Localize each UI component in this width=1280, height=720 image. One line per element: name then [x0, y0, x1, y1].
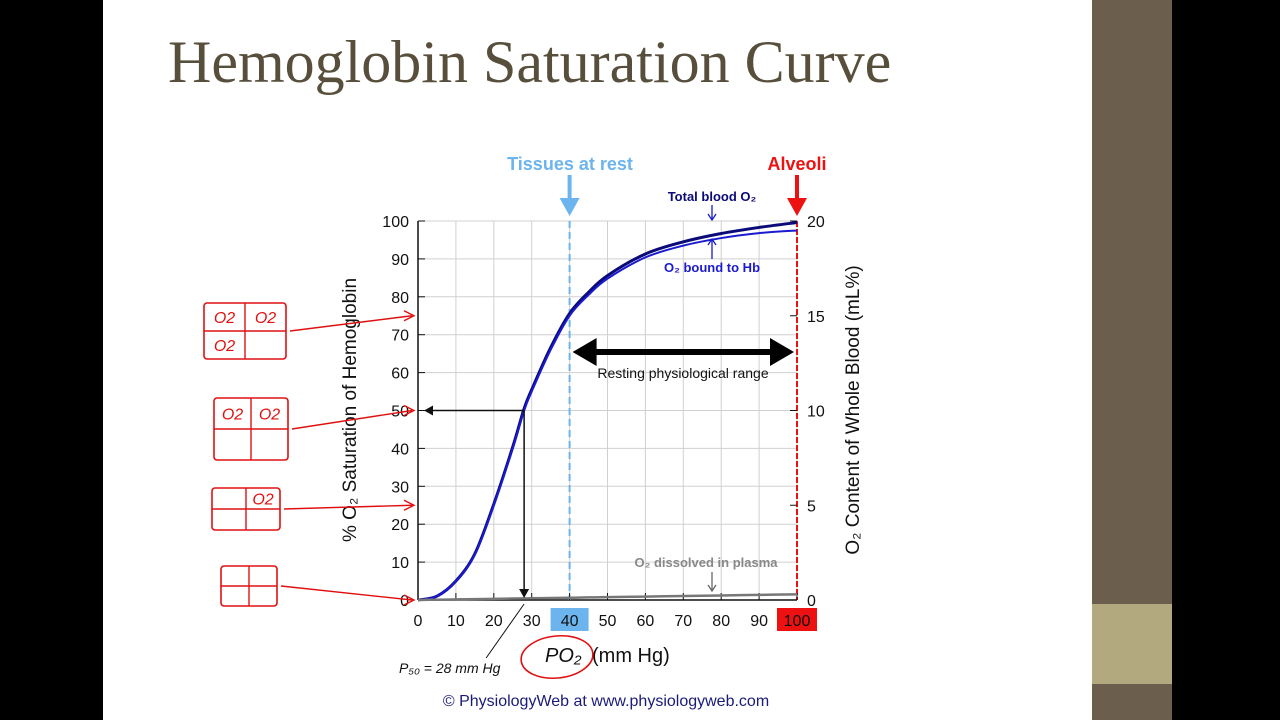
dissolved-pointer — [707, 572, 717, 593]
y-tick-label: 20 — [391, 517, 409, 534]
y-tick-label: 40 — [391, 441, 409, 458]
range-label: Resting physiological range — [597, 365, 768, 381]
x-tick-label: 90 — [750, 613, 768, 630]
x-tick-label: 60 — [637, 613, 655, 630]
p50-label: P₅₀ = 28 mm Hg — [399, 660, 501, 676]
sketch-o2-label: O2 — [255, 310, 276, 327]
y2-tick-label: 20 — [807, 214, 825, 231]
sketch-arrowhead — [403, 499, 416, 511]
y-tick-label: 70 — [391, 328, 409, 345]
sketch-arrowhead — [403, 594, 416, 606]
y-tick-label: 10 — [391, 555, 409, 572]
tissues-arrow-head — [559, 198, 580, 216]
sketch-arrow — [280, 585, 413, 601]
side-strip — [1092, 0, 1172, 720]
y-tick-label: 0 — [400, 593, 409, 610]
y-tick-label: 30 — [391, 479, 409, 496]
tissues-label: Tissues at rest — [507, 154, 633, 174]
slide-title: Hemoglobin Saturation Curve — [168, 29, 892, 95]
sketch-arrow — [289, 315, 413, 332]
x-tick-label: 70 — [674, 613, 692, 630]
range-arrow-right-head — [770, 338, 794, 366]
series-line-1 — [417, 229, 798, 601]
sketch-o2-label: O2 — [259, 407, 280, 424]
side-strip-block — [1092, 604, 1172, 684]
x-axis-label-unit: (mm Hg) — [592, 645, 670, 667]
tissues-tick-highlight — [550, 608, 589, 631]
y2-tick-label: 10 — [807, 404, 825, 421]
p50-down-arrowhead — [519, 589, 530, 598]
x-tick-label: 30 — [523, 613, 541, 630]
x-tick-label: 10 — [447, 613, 465, 630]
sketch-o2-label: O2 — [252, 492, 273, 509]
range-arrow-left-head — [572, 338, 597, 366]
x-tick-label: 20 — [485, 613, 503, 630]
series-lines — [417, 175, 807, 659]
total-blood-pointer — [707, 205, 717, 222]
x-tick-label: 100 — [784, 613, 811, 630]
hand-annotations: O2 O2 O2 O2 O2 O2 — [203, 302, 594, 680]
y-axis-label: % O₂ Saturation of Hemoglobin — [340, 278, 361, 542]
series-line-2 — [417, 593, 798, 602]
alveoli-tick-highlight — [777, 608, 817, 631]
x-tick-label: 0 — [414, 613, 423, 630]
sketch-o2-label: O2 — [222, 407, 243, 424]
bound-hb-label: O₂ bound to Hb — [664, 260, 760, 275]
sketch-arrowhead — [403, 310, 416, 322]
sketch-arrowhead — [403, 404, 416, 417]
p50-leader-line — [485, 603, 525, 659]
po2-circle — [520, 634, 594, 680]
x-tick-label: 50 — [599, 613, 617, 630]
y-tick-label: 100 — [382, 214, 409, 231]
x-tick-label: 40 — [561, 613, 579, 630]
sketch-o2-label: O2 — [214, 310, 235, 327]
y-tick-label: 90 — [391, 252, 409, 269]
p50-left-arrowhead — [424, 405, 433, 416]
sketch-arrow — [291, 409, 413, 430]
credit: © PhysiologyWeb at www.physiologyweb.com — [443, 693, 769, 710]
alveoli-label: Alveoli — [767, 154, 826, 174]
y2-tick-label: 5 — [807, 498, 816, 515]
x-axis-label-main: PO₂ — [545, 645, 582, 667]
y2-axis-label: O₂ Content of Whole Blood (mL%) — [843, 265, 864, 554]
x-tick-label: 80 — [712, 613, 730, 630]
labels: Tissues at rest Alveoli Total blood O₂ O… — [340, 154, 864, 710]
y-tick-label: 60 — [391, 366, 409, 383]
bound-hb-pointer — [707, 237, 717, 259]
y2-tick-label: 0 — [807, 593, 816, 610]
total-blood-label: Total blood O₂ — [668, 189, 757, 204]
y-tick-label: 80 — [391, 290, 409, 307]
alveoli-arrow-head — [787, 198, 807, 216]
dissolved-label: O₂ dissolved in plasma — [634, 555, 778, 570]
sketch-o2-label: O2 — [214, 338, 235, 355]
sketch-arrow — [283, 504, 413, 510]
y2-tick-label: 15 — [807, 309, 825, 326]
